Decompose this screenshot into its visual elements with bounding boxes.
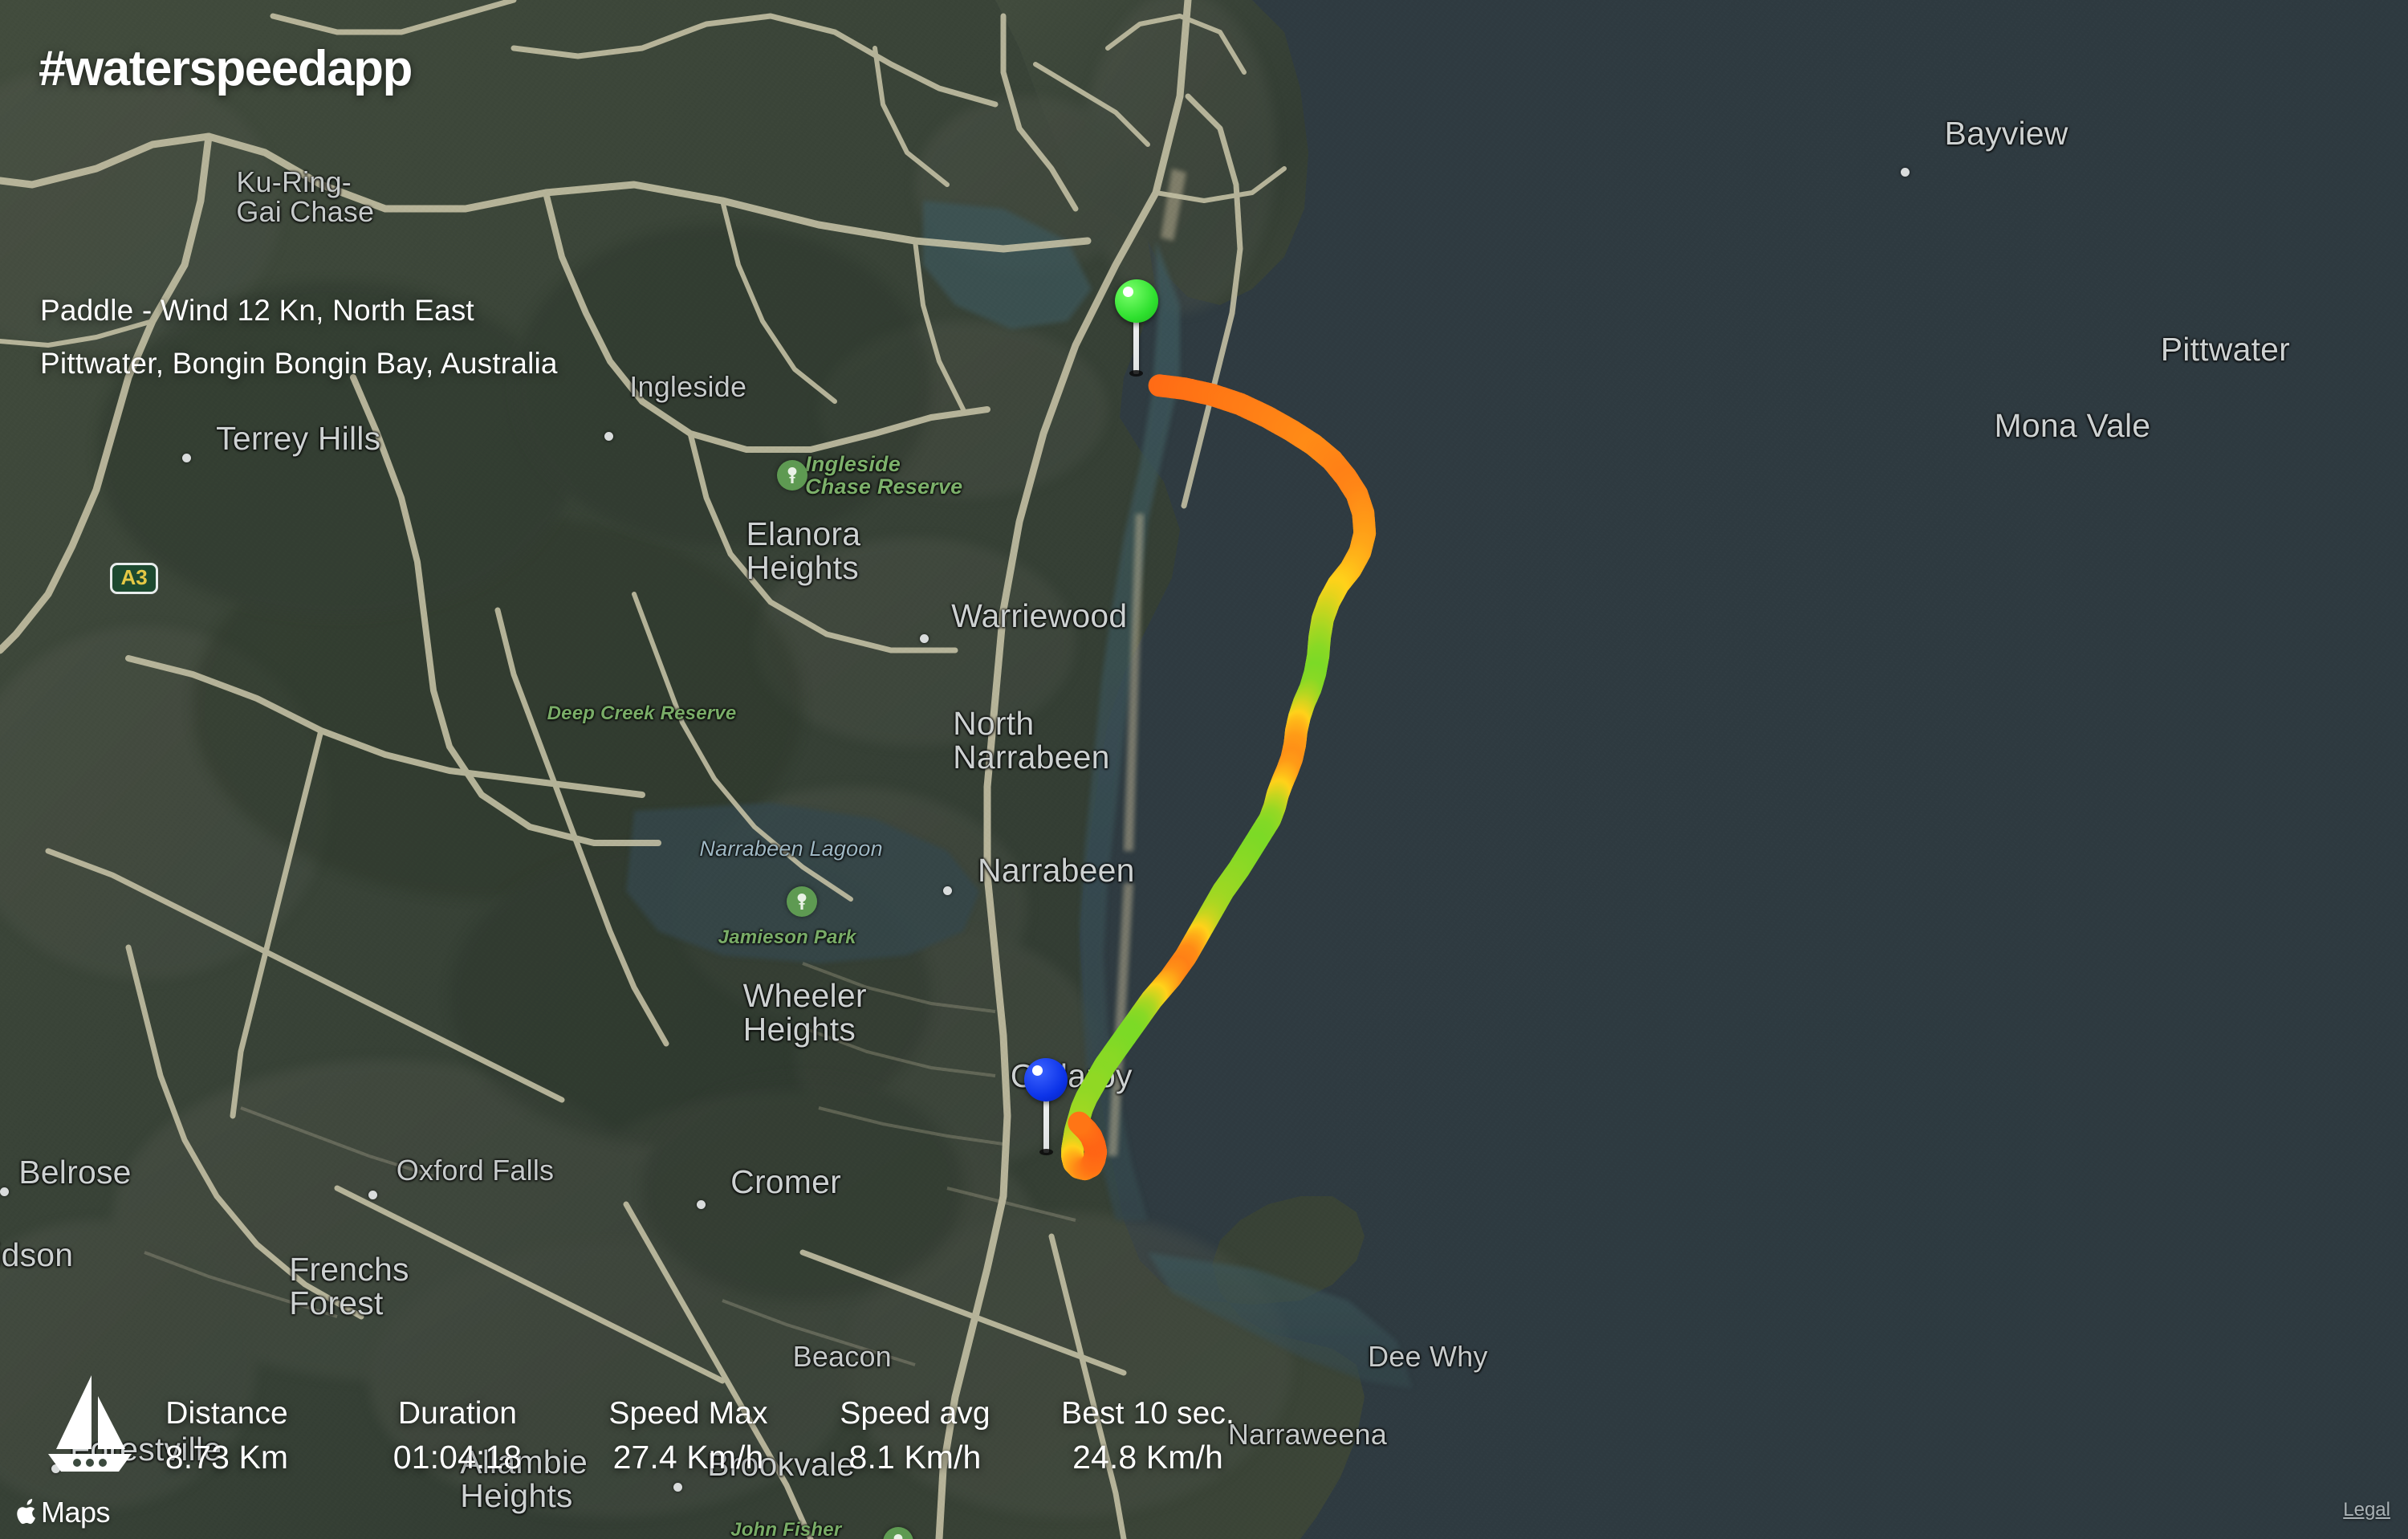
maps-wordmark: Maps [41,1496,111,1529]
track-point [1068,1111,1091,1134]
session-subtitle-conditions: Paddle - Wind 12 Kn, North East [40,294,474,327]
long-reef-shallows [1148,1252,1413,1389]
app-title: #waterspeedapp [39,41,413,96]
stat-distance-label: Distance [165,1396,288,1431]
stat-best-10sec: Best 10 sec. 24.8 Km/h [1027,1396,1268,1476]
start-pin-stem [1129,299,1144,377]
session-subtitle-location: Pittwater, Bongin Bongin Bay, Australia [40,347,558,380]
map-poi-dot-14 [368,1191,377,1200]
end-pin-head [1024,1057,1068,1101]
stats-bar: Distance 8.73 Km Duration 01:04:18 Speed… [112,1396,1268,1476]
map-poi-dot-21 [51,1464,60,1474]
stat-duration-value: 01:04:18 [393,1439,523,1476]
park-tree-icon-0 [777,460,808,491]
stat-speed-avg-label: Speed avg [840,1396,990,1431]
apple-maps-attribution[interactable]: Maps [14,1496,111,1529]
map-poi-dot-13 [0,1187,9,1197]
apple-logo-icon [17,1499,36,1525]
map-poi-dot-6 [181,454,191,463]
park-tree-icon-2 [786,886,817,917]
stat-speed-max: Speed Max 27.4 Km/h [574,1396,803,1476]
end-pin-stem [1039,1078,1053,1155]
stat-speed-max-value: 27.4 Km/h [612,1439,764,1476]
pittwater-bay [923,201,1092,329]
legal-link[interactable]: Legal [2343,1499,2390,1521]
stat-distance-value: 8.73 Km [165,1439,289,1476]
start-pin-head [1114,279,1158,323]
narrabeen-lagoon-water [626,803,979,963]
stat-duration-label: Duration [397,1396,518,1431]
park-tree-icon-3 [882,1526,913,1539]
road-network [0,0,1287,1539]
stat-best-10sec-value: 24.8 Km/h [1072,1439,1223,1476]
road-shield-a3: A3 [110,563,158,595]
stat-speed-avg: Speed avg 8.1 Km/h [803,1396,1027,1476]
stat-duration: Duration 01:04:18 [341,1396,574,1476]
map-poi-dot-1 [1901,168,1910,177]
map-poi-dot-8 [920,634,929,644]
coastal-shallows [1080,241,1180,1220]
map-poi-dot-10 [943,886,953,895]
beach-strips [1108,169,1186,1156]
map-poi-dot-15 [696,1199,706,1209]
map-poi-dot-23 [673,1483,682,1492]
stat-best-10sec-label: Best 10 sec. [1061,1396,1235,1431]
stat-speed-avg-value: 8.1 Km/h [848,1439,982,1476]
sailboat-icon [48,1375,132,1472]
minor-roads [144,962,1076,1366]
stat-distance: Distance 8.73 Km [112,1396,341,1476]
stat-speed-max-label: Speed Max [608,1396,768,1431]
map-poi-dot-4 [604,432,614,442]
